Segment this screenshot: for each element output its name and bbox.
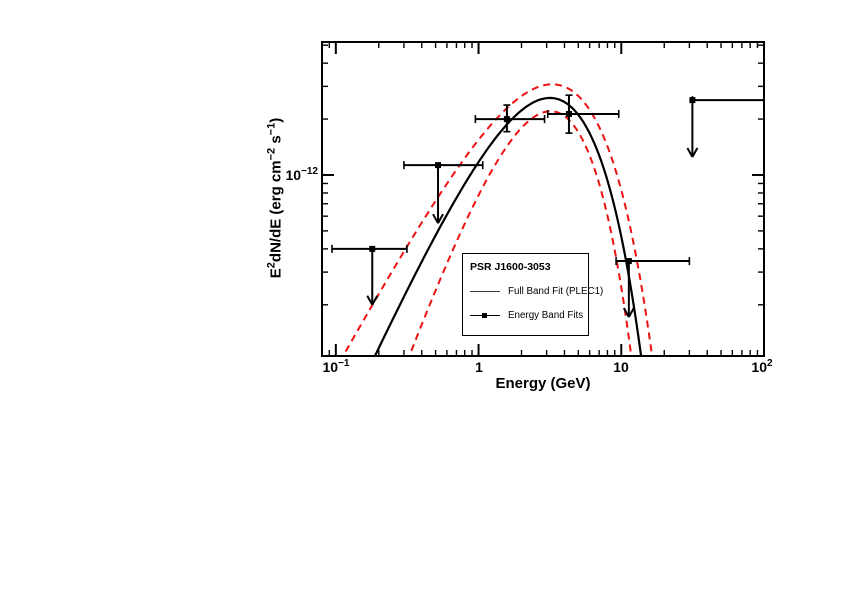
upper-limit-arrow-icon xyxy=(366,248,379,306)
data-point-0 xyxy=(331,244,408,306)
curve-Full Band Fit (PLEC1) xyxy=(374,96,643,355)
y-tick-label-1e-12: 10−12 xyxy=(285,166,318,183)
data-point-4 xyxy=(615,257,691,318)
data-point-3 xyxy=(546,94,620,134)
legend-title: PSR J1600-3053 xyxy=(470,261,551,273)
legend-item-energy-band-fits: Energy Band Fits xyxy=(470,310,588,321)
x-tick-label-10: 10 xyxy=(613,359,629,375)
x-tick-label-100: 102 xyxy=(751,358,773,375)
y-axis-title: E2dN/dE (erg cm−2 s−1) xyxy=(265,117,285,279)
fit-line-sample-icon xyxy=(470,287,500,296)
curve-fit-uncertainty-lower xyxy=(408,110,633,355)
fit-curves xyxy=(342,83,653,355)
legend-label: Full Band Fit (PLEC1) xyxy=(508,286,604,297)
legend-box: PSR J1600-3053 Full Band Fit (PLEC1) Ene… xyxy=(462,253,603,336)
upper-limit-arrow-icon xyxy=(432,165,444,224)
axes-frame xyxy=(321,41,765,357)
legend-label: Energy Band Fits xyxy=(508,310,584,321)
square-marker-sample-icon xyxy=(470,311,500,320)
upper-limit-arrow-icon xyxy=(686,100,699,158)
data-point-1 xyxy=(403,161,484,224)
curve-fit-uncertainty-upper xyxy=(342,83,653,355)
data-point-2 xyxy=(474,104,546,133)
x-axis-title: Energy (GeV) xyxy=(495,375,591,392)
x-tick-label-0p1: 10−1 xyxy=(322,358,350,375)
x-tick-label-1: 1 xyxy=(475,359,483,375)
legend-item-full-band-fit: Full Band Fit (PLEC1) xyxy=(470,286,603,297)
data-point-5 xyxy=(686,96,765,158)
upper-limit-arrow-icon xyxy=(622,261,635,318)
